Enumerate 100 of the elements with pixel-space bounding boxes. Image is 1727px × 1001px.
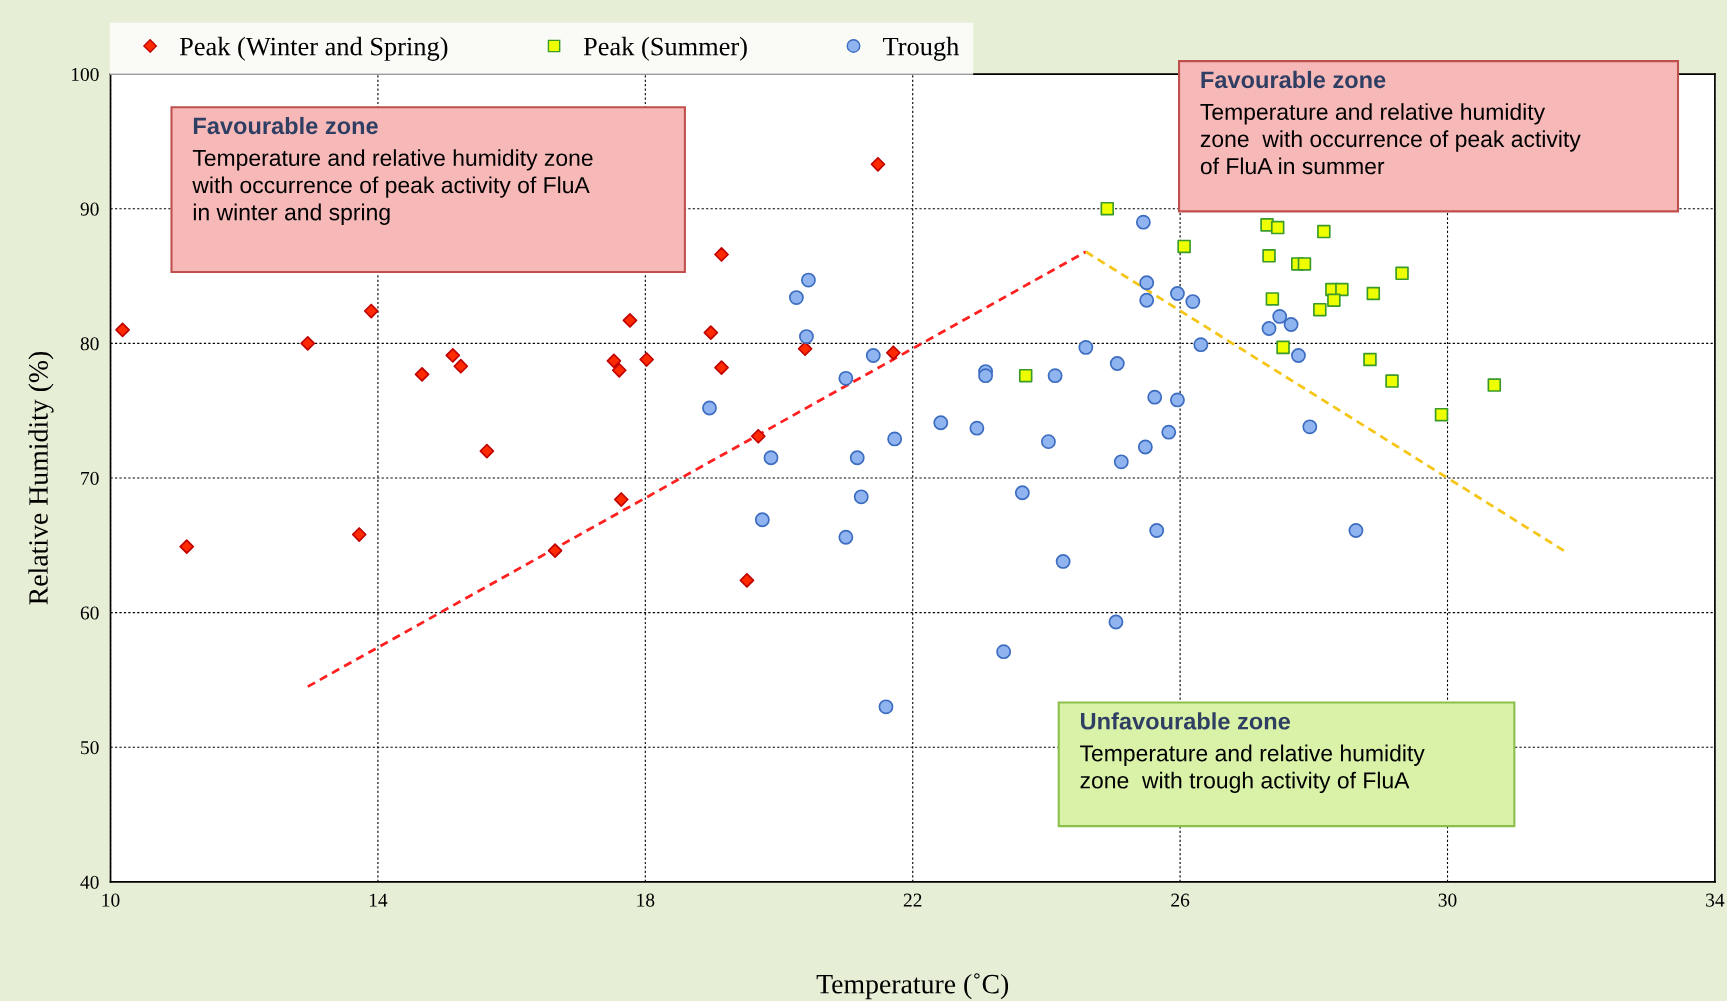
point [1170, 392, 1185, 408]
point [1014, 485, 1030, 501]
point [1135, 214, 1151, 230]
point [1327, 293, 1341, 308]
y-axis-title: Relative Humidity (%) [28, 351, 54, 605]
point [1193, 337, 1209, 353]
point [799, 329, 814, 345]
annotation: Temperature and relative humidity zone with trough activity of FluA [1080, 744, 1425, 794]
point [1047, 368, 1063, 384]
point [613, 492, 629, 507]
point [838, 370, 854, 386]
annotation: Favourable zone [193, 116, 378, 135]
point [1262, 249, 1276, 263]
point [300, 335, 316, 351]
point [739, 572, 755, 588]
point [179, 539, 195, 554]
point [1363, 352, 1377, 367]
x-tick-label: 26 [1171, 893, 1190, 907]
point [1018, 368, 1033, 383]
point [1291, 348, 1306, 363]
point [606, 353, 622, 369]
point [639, 352, 655, 367]
x-tick-label: 10 [102, 893, 120, 907]
point [363, 303, 379, 319]
point [1139, 292, 1155, 308]
point [622, 313, 638, 328]
point [547, 543, 563, 559]
point [1348, 523, 1364, 538]
point [849, 450, 865, 466]
x-tick-label: 14 [369, 893, 388, 907]
x-tick-label: 30 [1438, 893, 1457, 907]
point [969, 420, 985, 436]
point [1147, 389, 1163, 405]
point [1265, 292, 1280, 306]
point [1276, 340, 1290, 355]
point [1434, 407, 1449, 422]
point [453, 358, 469, 374]
point [1139, 275, 1155, 291]
point [1335, 282, 1349, 297]
point [801, 272, 816, 288]
annotation: Temperature and relative humidity zone with occurrence of peak activity of FluA in winter and spring [192, 149, 593, 225]
point [1137, 439, 1153, 455]
y-tick-label: 80 [80, 337, 99, 351]
point [1177, 239, 1191, 254]
point [1261, 321, 1277, 336]
x-tick-label: 34 [1706, 893, 1725, 907]
point [1078, 339, 1094, 355]
point [865, 348, 881, 363]
point [479, 443, 495, 459]
point [1055, 554, 1071, 569]
point [445, 348, 461, 363]
point [1487, 378, 1502, 392]
point [1270, 220, 1285, 235]
point [996, 644, 1012, 660]
point [1109, 356, 1125, 371]
annotation: Temperature and relative humidity zone with occurrence of peak activity of FluA in summer [1200, 103, 1581, 175]
point [1297, 257, 1312, 271]
point [1317, 224, 1331, 239]
point [853, 489, 869, 505]
point [763, 450, 779, 466]
point [1113, 454, 1129, 470]
point [1170, 286, 1185, 301]
point [714, 360, 729, 375]
point [978, 368, 994, 384]
point [838, 529, 854, 545]
point [1272, 308, 1288, 324]
point [714, 247, 729, 262]
point [885, 345, 901, 361]
point [1302, 419, 1318, 435]
legend-label: Trough [883, 36, 959, 61]
point [887, 431, 903, 447]
point [788, 290, 804, 305]
x-tick-label: 22 [903, 893, 922, 907]
point [878, 699, 894, 715]
point [611, 362, 627, 378]
x-axis-title: Temperature (˚C) [816, 973, 1009, 1000]
point [797, 341, 813, 357]
point [1108, 614, 1124, 630]
legend-label: Peak (Summer) [583, 36, 747, 61]
y-tick-label: 100 [71, 67, 99, 82]
point [870, 156, 886, 172]
point [1385, 374, 1399, 388]
x-tick-label: 18 [637, 893, 655, 907]
y-tick-label: 50 [81, 741, 99, 755]
annotation: Unfavourable zone [1080, 712, 1290, 730]
y-tick-label: 90 [80, 202, 99, 216]
point [1149, 523, 1165, 538]
point [1366, 286, 1381, 301]
point [1100, 201, 1115, 216]
y-tick-label: 60 [80, 606, 99, 620]
point [351, 527, 367, 542]
point [1313, 302, 1327, 317]
point [1041, 434, 1056, 450]
point [414, 366, 430, 382]
annotation: Favourable zone [1201, 70, 1386, 89]
y-tick-label: 70 [81, 471, 99, 485]
y-tick-label: 40 [80, 875, 99, 889]
point [703, 325, 719, 340]
point [1283, 317, 1299, 332]
point [115, 322, 130, 338]
